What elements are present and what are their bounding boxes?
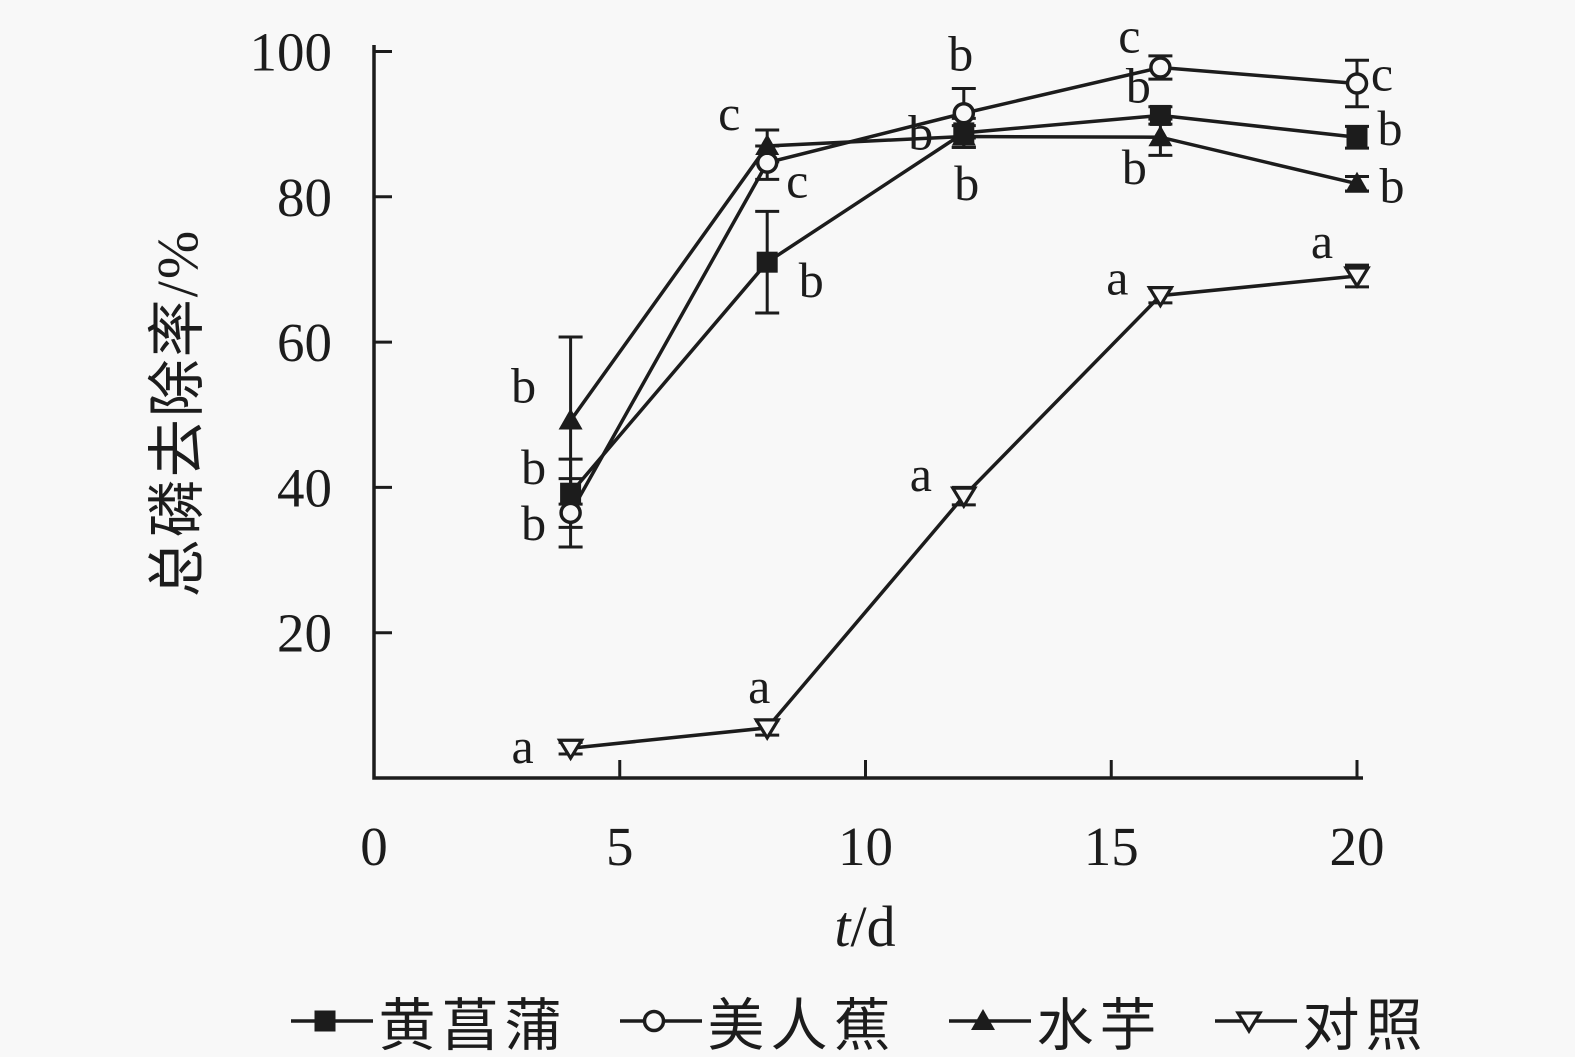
svg-text:5: 5 bbox=[606, 816, 634, 877]
svg-text:b: b bbox=[948, 25, 973, 81]
svg-text:c: c bbox=[1118, 7, 1140, 63]
svg-text:60: 60 bbox=[277, 312, 332, 373]
svg-text:b: b bbox=[799, 252, 824, 308]
legend-item-meirenjiao: 美人蕉 bbox=[618, 980, 897, 1057]
legend-label-meirenjiao: 美人蕉 bbox=[707, 995, 897, 1057]
svg-text:80: 80 bbox=[277, 167, 332, 228]
svg-text:10: 10 bbox=[838, 816, 893, 877]
legend-item-duizhao: 对照 bbox=[1213, 980, 1429, 1057]
legend-label-duizhao: 对照 bbox=[1302, 995, 1429, 1057]
svg-text:c: c bbox=[786, 153, 808, 209]
svg-text:b: b bbox=[1126, 57, 1151, 113]
svg-text:c: c bbox=[718, 85, 740, 141]
x-axis-title-unit: /d bbox=[850, 894, 896, 959]
svg-text:20: 20 bbox=[1330, 816, 1385, 877]
triangle-down-open-marker-icon bbox=[1213, 1001, 1299, 1041]
svg-text:15: 15 bbox=[1084, 816, 1139, 877]
svg-text:b: b bbox=[954, 155, 979, 211]
x-axis-title: t/d bbox=[765, 893, 965, 960]
square-filled-marker-icon bbox=[289, 1001, 375, 1041]
svg-text:100: 100 bbox=[250, 22, 333, 83]
svg-text:b: b bbox=[521, 439, 546, 495]
svg-text:a: a bbox=[910, 446, 932, 502]
svg-text:b: b bbox=[908, 105, 933, 161]
svg-text:b: b bbox=[1380, 158, 1405, 214]
svg-text:a: a bbox=[1311, 213, 1333, 269]
legend: 黄菖蒲 美人蕉 水芋 对照 bbox=[0, 980, 1575, 1057]
svg-text:b: b bbox=[1122, 139, 1147, 195]
svg-text:a: a bbox=[511, 718, 533, 774]
legend-item-shuiyu: 水芋 bbox=[947, 980, 1163, 1057]
svg-text:40: 40 bbox=[277, 457, 332, 518]
x-axis-title-variable: t bbox=[834, 894, 851, 959]
legend-item-huangchangpu: 黄菖蒲 bbox=[289, 980, 568, 1057]
svg-text:20: 20 bbox=[277, 603, 332, 664]
legend-label-shuiyu: 水芋 bbox=[1036, 995, 1163, 1057]
svg-text:b: b bbox=[521, 495, 546, 551]
y-axis-title: 总磷去除率/% bbox=[145, 228, 210, 598]
svg-text:b: b bbox=[511, 358, 536, 414]
svg-text:c: c bbox=[1371, 45, 1393, 101]
svg-text:b: b bbox=[1378, 100, 1403, 156]
triangle-filled-marker-icon bbox=[947, 1001, 1033, 1041]
legend-label-huangchangpu: 黄菖蒲 bbox=[378, 995, 568, 1057]
svg-text:a: a bbox=[1106, 250, 1128, 306]
svg-text:a: a bbox=[748, 658, 770, 714]
circle-open-marker-icon bbox=[618, 1001, 704, 1041]
svg-text:0: 0 bbox=[360, 816, 388, 877]
